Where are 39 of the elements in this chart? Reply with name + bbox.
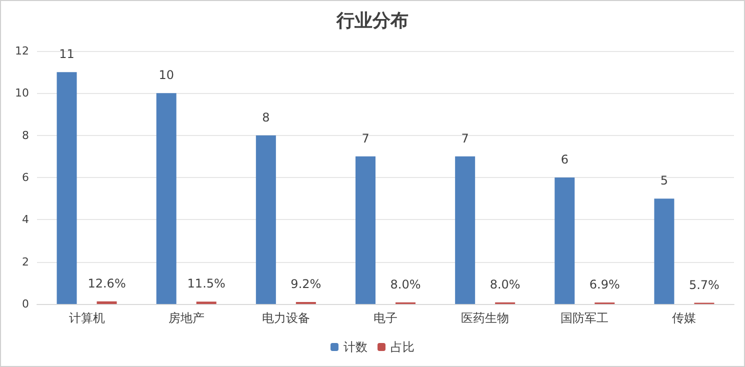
y-tick-label: 8	[22, 128, 29, 142]
y-tick-label: 4	[22, 213, 29, 226]
legend-label: 计数	[344, 340, 368, 354]
data-label: 7	[362, 131, 370, 146]
y-tick-label: 0	[22, 298, 29, 310]
x-tick-label: 传媒	[672, 311, 696, 325]
data-label: 8.0%	[390, 277, 421, 292]
data-label: 12.6%	[88, 276, 126, 290]
data-label: 9.2%	[290, 277, 322, 292]
x-tick-label: 电力设备	[262, 311, 310, 325]
x-tick-label: 房地产	[168, 311, 204, 325]
y-tick-label: 10	[15, 86, 29, 100]
bar	[455, 156, 476, 304]
data-label: 5.7%	[688, 278, 720, 292]
y-tick-label: 6	[22, 171, 29, 184]
bar	[96, 301, 117, 304]
data-label: 10	[158, 68, 174, 82]
bar	[256, 135, 276, 304]
data-label: 6.9%	[589, 278, 620, 292]
y-tick-label: 2	[22, 255, 29, 268]
data-label: 7	[461, 131, 469, 146]
data-label: 6	[560, 152, 568, 166]
bar	[156, 93, 176, 304]
x-tick-label: 电子	[374, 311, 398, 325]
bar	[554, 178, 575, 304]
data-label: 8.0%	[490, 277, 520, 292]
legend-label: 占比	[390, 340, 414, 354]
x-tick-label: 计算机	[68, 311, 105, 325]
bar	[356, 156, 376, 304]
y-tick-label: 12	[15, 44, 29, 58]
chart-title: 行业分布	[336, 10, 408, 32]
x-tick-label: 医药生物	[461, 311, 510, 325]
data-label: 11	[59, 47, 74, 62]
bar	[654, 198, 674, 304]
data-label: 8	[262, 110, 270, 124]
x-tick-label: 国防军工	[560, 311, 609, 325]
bar	[56, 72, 77, 304]
data-label: 11.5%	[187, 276, 226, 291]
data-label: 5	[660, 174, 668, 188]
